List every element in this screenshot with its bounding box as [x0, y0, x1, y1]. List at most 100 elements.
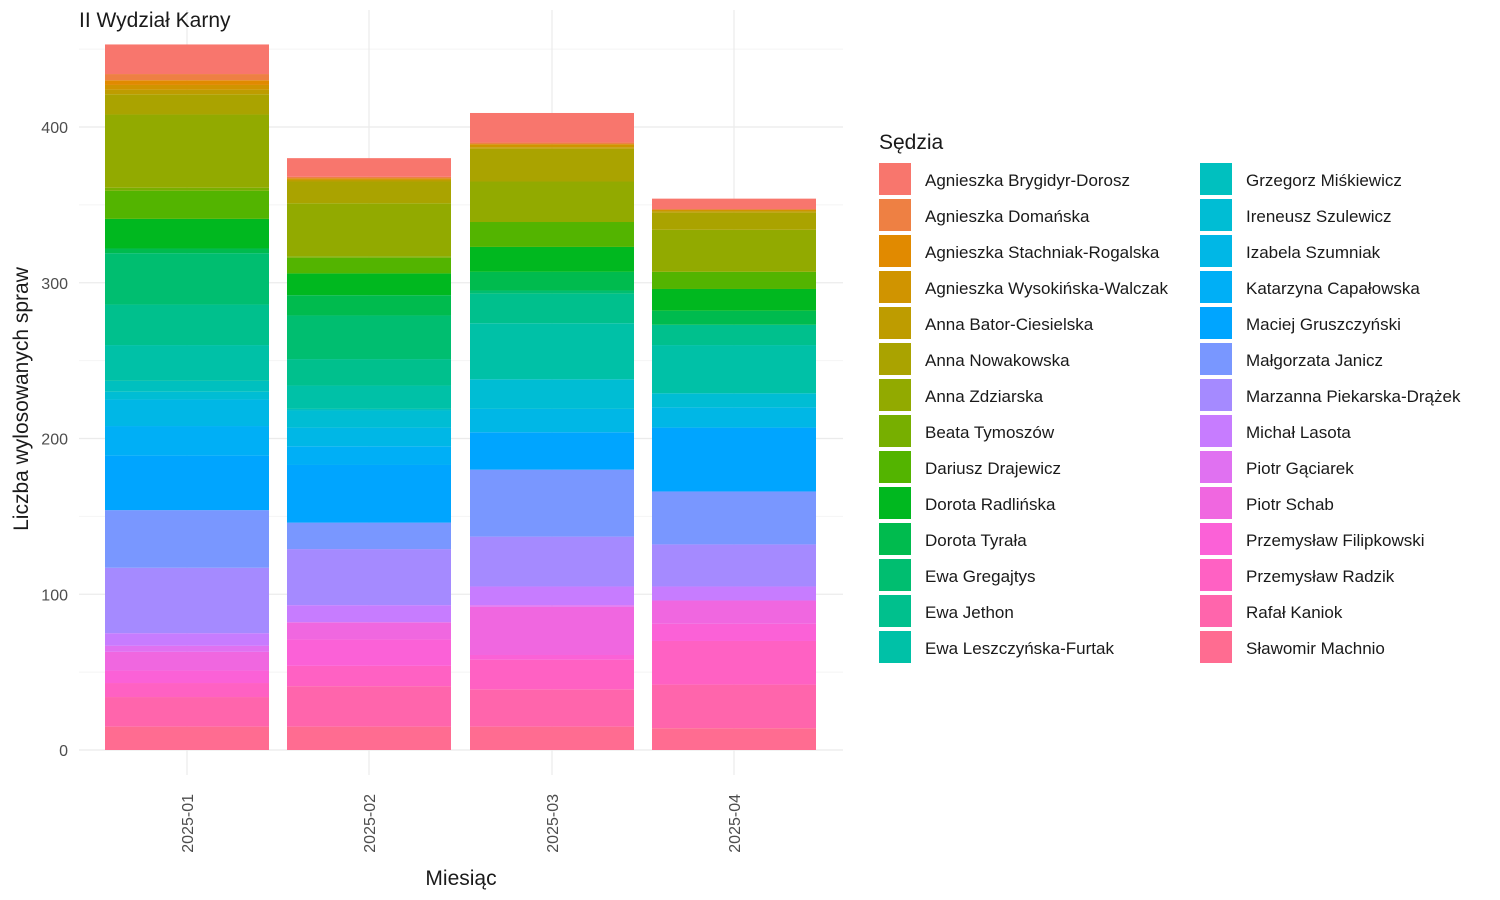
- legend-key: [879, 271, 911, 303]
- bar-segment: [105, 645, 269, 652]
- chart-title: II Wydział Karny: [79, 9, 231, 32]
- bar-segment: [470, 148, 634, 182]
- bar-segment: [652, 623, 816, 641]
- bar-segment: [105, 683, 269, 698]
- bar-segment: [287, 549, 451, 606]
- bar-segment: [652, 600, 816, 624]
- bar-segment: [105, 84, 269, 90]
- legend-label: Agnieszka Domańska: [925, 207, 1090, 226]
- legend-label: Piotr Schab: [1246, 495, 1334, 514]
- legend-label: Dorota Tyrała: [925, 531, 1027, 550]
- bar-segment: [287, 315, 451, 360]
- bar-segment: [287, 665, 451, 687]
- legend-key: [1200, 451, 1232, 483]
- legend-key: [1200, 415, 1232, 447]
- bar-segment: [470, 536, 634, 587]
- bar-segment: [287, 158, 451, 177]
- bar-segment: [652, 271, 816, 289]
- bar-segment: [470, 290, 634, 294]
- bar-segment: [105, 114, 269, 188]
- bar-segment: [287, 181, 451, 204]
- bar-segment: [470, 246, 634, 272]
- bar-segment: [470, 222, 634, 247]
- legend: Sędzia Agnieszka Brygidyr-Dorosz Agnieszk…: [879, 131, 1461, 663]
- y-tick-label: 200: [41, 432, 68, 449]
- bar-segment: [470, 144, 634, 148]
- bar-segment: [470, 606, 634, 655]
- bar-segment: [287, 273, 451, 296]
- bar-segment: [105, 74, 269, 81]
- legend-label: Katarzyna Capałowska: [1246, 279, 1420, 298]
- bar-segment: [470, 726, 634, 750]
- bar-segment: [470, 469, 634, 537]
- legend-label: Piotr Gąciarek: [1246, 459, 1354, 478]
- bar-segment: [652, 229, 816, 272]
- bar-segment: [652, 211, 816, 213]
- legend-label: Przemysław Radzik: [1246, 567, 1395, 586]
- bar-segment: [652, 728, 816, 750]
- legend-label: Ewa Jethon: [925, 603, 1014, 622]
- bar-segment: [105, 455, 269, 511]
- bar-segment: [652, 684, 816, 729]
- bar-segment: [105, 44, 269, 75]
- bar-segment: [652, 212, 816, 230]
- bar-segment: [287, 622, 451, 640]
- bar-segment: [287, 256, 451, 258]
- legend-label: Dorota Radlińska: [925, 495, 1056, 514]
- bar-segment: [105, 670, 269, 684]
- legend-key: [879, 199, 911, 231]
- bar-segment: [105, 380, 269, 392]
- legend-label: Ireneusz Szulewicz: [1246, 207, 1392, 226]
- legend-key: [879, 163, 911, 195]
- bar-segment: [287, 176, 451, 179]
- bar-segment: [287, 178, 451, 180]
- bar-segment: [470, 142, 634, 145]
- legend-key: [879, 631, 911, 663]
- bar-segment: [470, 408, 634, 433]
- x-tick-label: 2025-01: [180, 794, 197, 853]
- legend-key: [879, 487, 911, 519]
- bar-segment: [105, 190, 269, 219]
- x-tick-label: 2025-03: [545, 794, 562, 853]
- bar-segment: [652, 345, 816, 394]
- bar-segment: [287, 295, 451, 316]
- legend-key: [1200, 307, 1232, 339]
- bar-segment: [470, 689, 634, 727]
- legend-key: [879, 343, 911, 375]
- bar-segment: [105, 187, 269, 191]
- bar-segment: [652, 427, 816, 492]
- legend-label: Ewa Gregajtys: [925, 567, 1036, 586]
- bar-segment: [287, 179, 451, 182]
- bar-segment: [287, 522, 451, 550]
- bar-segment: [287, 726, 451, 750]
- bar-segment: [105, 80, 269, 85]
- legend-key: [879, 595, 911, 627]
- legend-title: Sędzia: [879, 131, 944, 154]
- bar-segment: [105, 391, 269, 400]
- bar-segment: [105, 345, 269, 381]
- y-tick-label: 300: [41, 276, 68, 293]
- x-tick-label: 2025-02: [362, 794, 379, 853]
- legend-label: Agnieszka Wysokińska-Walczak: [925, 279, 1168, 298]
- bar-segment: [470, 432, 634, 470]
- bar-segment: [105, 426, 269, 456]
- bar-segment: [470, 605, 634, 607]
- bar-segment: [470, 271, 634, 291]
- legend-label: Anna Nowakowska: [925, 351, 1070, 370]
- legend-label: Małgorzata Janicz: [1246, 351, 1383, 370]
- bar-segment: [287, 605, 451, 623]
- bar-segment: [470, 181, 634, 223]
- legend-label: Izabela Szumniak: [1246, 243, 1381, 262]
- bar-segment: [105, 651, 269, 671]
- legend-key: [1200, 199, 1232, 231]
- legend-label: Grzegorz Miśkiewicz: [1246, 171, 1402, 190]
- legend-label: Sławomir Machnio: [1246, 639, 1385, 658]
- legend-key: [1200, 343, 1232, 375]
- bar-segment: [470, 293, 634, 324]
- bar-segment: [287, 427, 451, 447]
- bar-segment: [287, 385, 451, 409]
- bar-segment: [470, 659, 634, 690]
- legend-key: [1200, 595, 1232, 627]
- bar-segment: [652, 310, 816, 325]
